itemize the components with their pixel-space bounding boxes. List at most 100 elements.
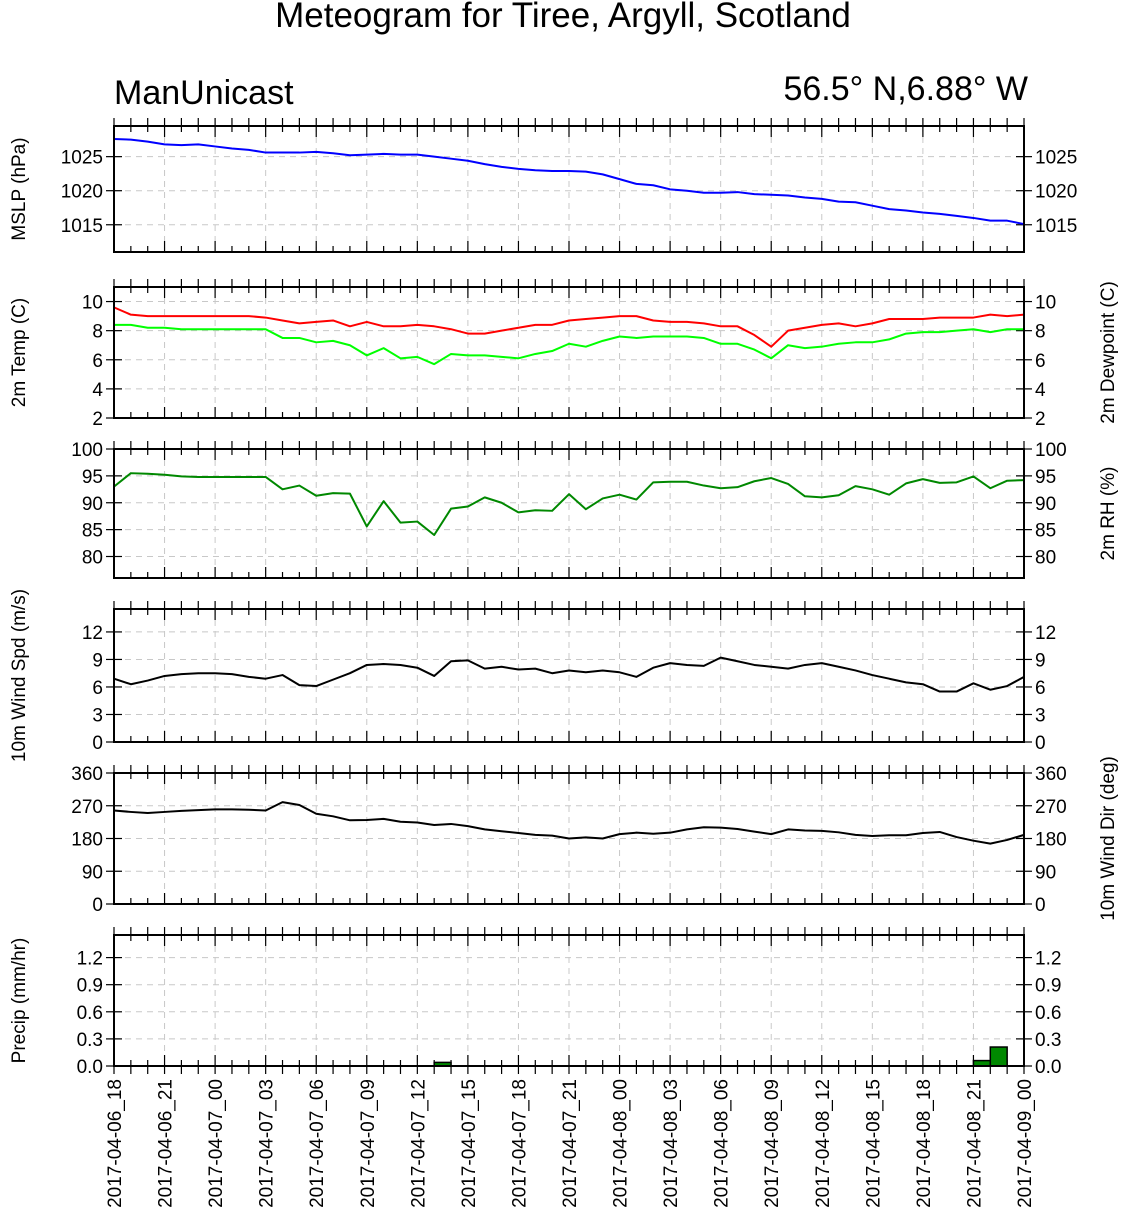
- x-tick-label: 2017-04-08_15: [863, 1079, 884, 1208]
- series-line-1: [113, 801, 1025, 845]
- x-tick-label: 2017-04-08_03: [661, 1079, 682, 1208]
- series-line-1: [113, 306, 1025, 348]
- y-tick-label-left: 1.2: [77, 949, 103, 970]
- x-tick-label: 2017-04-07_00: [206, 1079, 227, 1208]
- y-tick-label-right: 2: [1035, 409, 1046, 430]
- panel-frame: [113, 286, 1025, 419]
- x-tick-label: 2017-04-08_21: [964, 1079, 985, 1208]
- panel-frame: [113, 608, 1025, 743]
- y-tick-label-right: 0.3: [1035, 1030, 1061, 1051]
- y-tick-label-left: 3: [92, 705, 103, 726]
- panel-frame: [113, 772, 1025, 905]
- y-tick-label-left: 9: [92, 650, 103, 671]
- y-tick-label-left: 270: [71, 797, 103, 818]
- y-tick-label-left: 360: [71, 764, 103, 785]
- y-tick-label-right: 8: [1035, 322, 1046, 343]
- y-tick-label-right: 4: [1035, 380, 1046, 401]
- y-tick-label-left: 0.3: [77, 1030, 103, 1051]
- precip-bar: [989, 1046, 1008, 1067]
- y-tick-label-left: 2: [92, 409, 103, 430]
- x-tick-label: 2017-04-08_12: [813, 1079, 834, 1208]
- y-tick-label-left: 90: [82, 494, 103, 515]
- y-tick-label-left: 100: [71, 440, 103, 461]
- y-tick-label-right: 1015: [1035, 216, 1077, 237]
- y-tick-label-right: 12: [1035, 623, 1056, 644]
- x-tick-label: 2017-04-07_06: [307, 1079, 328, 1208]
- y-tick-label-left: 0.9: [77, 976, 103, 997]
- x-tick-label: 2017-04-08_00: [611, 1079, 632, 1208]
- y-tick-label-right: 0.0: [1035, 1057, 1061, 1078]
- y-tick-label-left: 8: [92, 322, 103, 343]
- y-tick-label-left: 85: [82, 521, 103, 542]
- y-tick-label-right: 80: [1035, 548, 1056, 569]
- series-line-1: [113, 472, 1025, 536]
- y-tick-label-right: 180: [1035, 830, 1067, 851]
- x-tick-label: 2017-04-07_12: [408, 1079, 429, 1208]
- y-tick-label-left: 10: [82, 293, 103, 314]
- x-tick-label: 2017-04-08_06: [712, 1079, 733, 1208]
- y-tick-label-right: 3: [1035, 705, 1046, 726]
- x-tick-label: 2017-04-07_15: [459, 1079, 480, 1208]
- y-tick-label-right: 90: [1035, 494, 1056, 515]
- chart-title: Meteogram for Tiree, Argyll, Scotland: [275, 0, 851, 35]
- y-tick-label-left: 12: [82, 623, 103, 644]
- y-tick-label-right: 100: [1035, 440, 1067, 461]
- y-tick-label-right: 10: [1035, 293, 1056, 314]
- y-tick-label-right: 6: [1035, 351, 1046, 372]
- y-tick-label-left: 0: [92, 733, 103, 754]
- y-tick-label-left: 0.0: [77, 1057, 103, 1078]
- panel-1: [106, 118, 1032, 253]
- x-tick-label: 2017-04-08_09: [762, 1079, 783, 1208]
- x-tick-label: 2017-04-07_03: [257, 1079, 278, 1208]
- y-axis-title-right: 2m Dewpoint (C): [1098, 281, 1119, 424]
- y-tick-label-right: 0.6: [1035, 1003, 1061, 1024]
- y-tick-label-right: 95: [1035, 467, 1056, 488]
- y-axis-title-left: MSLP (hPa): [9, 137, 30, 240]
- panel-6: [106, 927, 1032, 1074]
- y-tick-label-left: 1015: [61, 216, 103, 237]
- y-tick-label-left: 1025: [61, 148, 103, 169]
- y-tick-label-left: 90: [82, 862, 103, 883]
- y-tick-label-left: 0.6: [77, 1003, 103, 1024]
- y-tick-label-right: 6: [1035, 678, 1046, 699]
- y-tick-label-right: 90: [1035, 862, 1056, 883]
- y-tick-label-right: 270: [1035, 797, 1067, 818]
- y-axis-title-left: Precip (mm/hr): [9, 938, 30, 1064]
- panel-2: [106, 279, 1032, 419]
- panel-5: [106, 765, 1032, 905]
- x-tick-label: 2017-04-06_21: [156, 1079, 177, 1208]
- series-line-1: [113, 137, 1025, 226]
- location-coordinates: 56.5° N,6.88° W: [783, 70, 1028, 108]
- y-tick-label-right: 9: [1035, 650, 1046, 671]
- x-tick-label: 2017-04-08_18: [914, 1079, 935, 1208]
- y-tick-label-right: 0.9: [1035, 976, 1061, 997]
- y-axis-title-right: 10m Wind Dir (deg): [1098, 756, 1119, 921]
- y-tick-label-right: 0: [1035, 895, 1046, 916]
- y-axis-title-left: 10m Wind Spd (m/s): [9, 589, 30, 762]
- panel-4: [106, 601, 1032, 743]
- series-line-2: [114, 323, 1024, 366]
- y-tick-label-left: 80: [82, 548, 103, 569]
- y-tick-label-left: 0: [92, 895, 103, 916]
- y-axis-title-right: 2m RH (%): [1098, 467, 1119, 561]
- y-tick-label-right: 0: [1035, 733, 1046, 754]
- y-tick-label-right: 85: [1035, 521, 1056, 542]
- model-name: ManUnicast: [114, 74, 294, 112]
- x-tick-label: 2017-04-07_21: [560, 1079, 581, 1208]
- panel-3: [106, 441, 1032, 579]
- y-tick-label-right: 360: [1035, 764, 1067, 785]
- panel-frame: [113, 448, 1025, 579]
- y-tick-label-right: 1025: [1035, 148, 1077, 169]
- y-tick-label-left: 6: [92, 678, 103, 699]
- x-tick-label: 2017-04-07_09: [358, 1079, 379, 1208]
- panel-frame: [113, 934, 1025, 1067]
- y-axis-title-left: 2m Temp (C): [9, 298, 30, 407]
- y-tick-label-left: 6: [92, 351, 103, 372]
- panel-frame: [113, 125, 1025, 253]
- y-tick-label-left: 1020: [61, 182, 103, 203]
- x-tick-label: 2017-04-09_00: [1015, 1079, 1036, 1208]
- y-tick-label-right: 1020: [1035, 182, 1077, 203]
- series-line-1: [113, 656, 1025, 693]
- x-tick-label: 2017-04-07_18: [509, 1079, 530, 1208]
